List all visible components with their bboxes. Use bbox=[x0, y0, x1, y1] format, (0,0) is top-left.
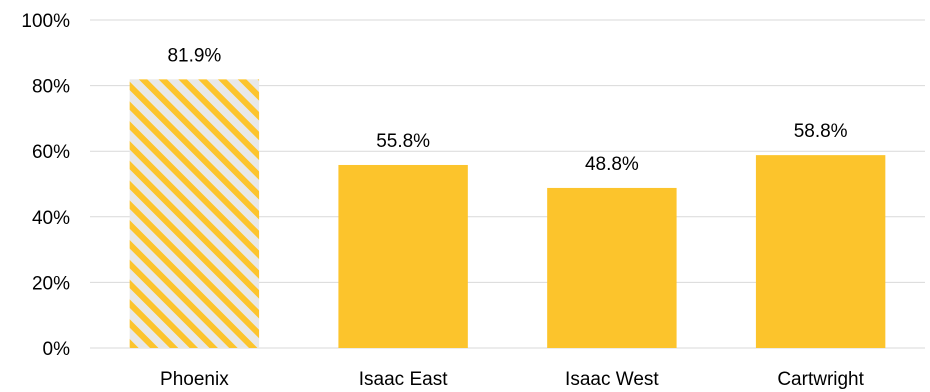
x-category-label: Isaac West bbox=[565, 369, 659, 390]
data-label: 48.8% bbox=[585, 154, 639, 175]
x-category-label: Cartwright bbox=[777, 369, 864, 390]
x-category-label: Isaac East bbox=[359, 369, 448, 390]
y-tick-label: 20% bbox=[32, 273, 70, 294]
bar-isaac-east bbox=[338, 164, 468, 348]
data-labels: 81.9% 55.8% 48.8% 58.8% bbox=[167, 45, 847, 175]
bars bbox=[129, 79, 886, 349]
data-label: 81.9% bbox=[167, 45, 221, 66]
x-category-label: Phoenix bbox=[160, 369, 229, 390]
y-axis-tick-labels: 0% 20% 40% 60% 80% 100% bbox=[21, 11, 70, 360]
y-tick-label: 80% bbox=[32, 77, 70, 98]
y-tick-label: 100% bbox=[21, 11, 70, 32]
data-label: 58.8% bbox=[794, 121, 848, 142]
data-label: 55.8% bbox=[376, 131, 430, 152]
bar-isaac-west bbox=[547, 187, 677, 348]
y-tick-label: 40% bbox=[32, 208, 70, 229]
bar-cartwright bbox=[755, 155, 886, 348]
bar-phoenix bbox=[129, 79, 260, 349]
x-axis-category-labels: Phoenix Isaac East Isaac West Cartwright bbox=[160, 369, 865, 390]
y-tick-label: 0% bbox=[43, 339, 71, 360]
y-tick-label: 60% bbox=[32, 142, 70, 163]
